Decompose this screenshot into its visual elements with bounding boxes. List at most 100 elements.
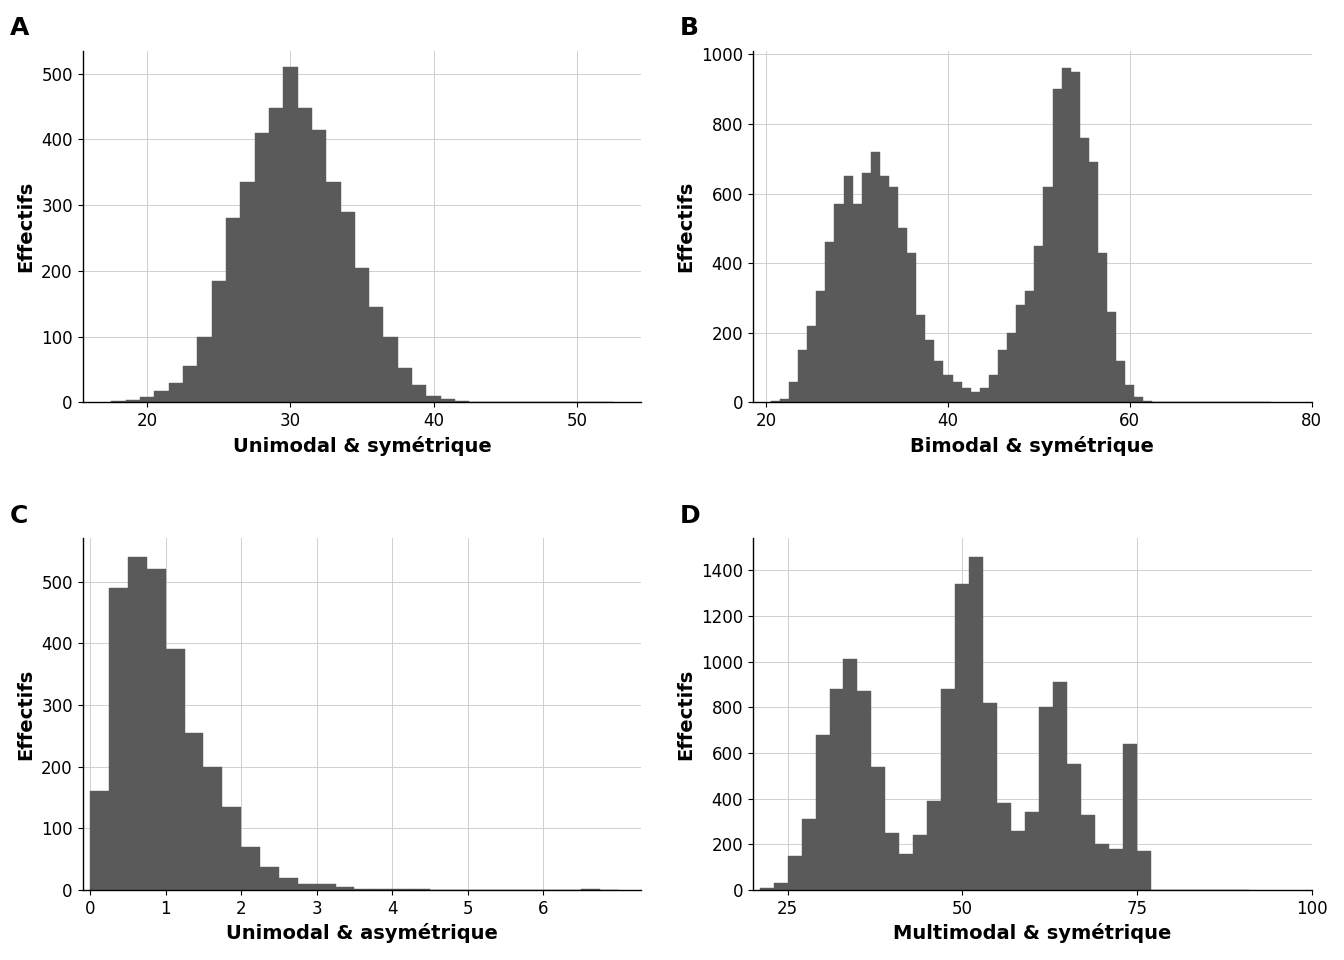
- Bar: [969, 557, 984, 890]
- Bar: [898, 228, 907, 402]
- Bar: [857, 691, 871, 890]
- Bar: [183, 367, 198, 402]
- Bar: [771, 400, 780, 402]
- Bar: [383, 337, 398, 402]
- Bar: [1079, 138, 1089, 402]
- Bar: [259, 867, 280, 890]
- Bar: [1043, 186, 1052, 402]
- Bar: [1052, 89, 1062, 402]
- Bar: [155, 391, 168, 402]
- Bar: [871, 767, 886, 890]
- Bar: [1035, 246, 1043, 402]
- Bar: [198, 337, 211, 402]
- Bar: [1039, 708, 1054, 890]
- Bar: [789, 381, 798, 402]
- Bar: [1089, 162, 1098, 402]
- Bar: [269, 108, 284, 402]
- Bar: [1054, 683, 1067, 890]
- Bar: [128, 557, 146, 890]
- Bar: [222, 806, 241, 890]
- Bar: [999, 350, 1007, 402]
- Y-axis label: Effectifs: Effectifs: [676, 180, 695, 273]
- Bar: [934, 361, 943, 402]
- Bar: [780, 399, 789, 402]
- Bar: [925, 340, 934, 402]
- Bar: [956, 584, 969, 890]
- Bar: [829, 689, 844, 890]
- Bar: [844, 176, 852, 402]
- Bar: [927, 801, 941, 890]
- Bar: [899, 853, 914, 890]
- Bar: [241, 847, 259, 890]
- Y-axis label: Effectifs: Effectifs: [16, 180, 36, 273]
- Bar: [456, 401, 469, 402]
- Bar: [835, 204, 844, 402]
- Bar: [886, 833, 899, 890]
- Bar: [962, 389, 970, 402]
- Text: A: A: [9, 16, 30, 40]
- Bar: [808, 325, 816, 402]
- Bar: [297, 108, 312, 402]
- Bar: [1081, 815, 1095, 890]
- Bar: [1025, 291, 1035, 402]
- Bar: [241, 182, 254, 402]
- Bar: [941, 689, 956, 890]
- Bar: [1071, 72, 1079, 402]
- Bar: [970, 392, 980, 402]
- Bar: [1122, 744, 1137, 890]
- Bar: [888, 186, 898, 402]
- Bar: [1095, 845, 1109, 890]
- Bar: [112, 401, 125, 402]
- Bar: [1098, 252, 1107, 402]
- Bar: [146, 569, 165, 890]
- Bar: [168, 383, 183, 402]
- Bar: [1062, 68, 1071, 402]
- Text: D: D: [680, 504, 700, 528]
- Bar: [165, 649, 184, 890]
- Bar: [989, 374, 999, 402]
- X-axis label: Unimodal & asymétrique: Unimodal & asymétrique: [226, 924, 497, 944]
- Bar: [226, 218, 241, 402]
- Bar: [816, 734, 829, 890]
- Bar: [1007, 333, 1016, 402]
- Bar: [340, 212, 355, 402]
- Y-axis label: Effectifs: Effectifs: [676, 668, 695, 760]
- Bar: [298, 884, 317, 890]
- Bar: [317, 884, 336, 890]
- Bar: [1109, 849, 1122, 890]
- Bar: [441, 399, 456, 402]
- Bar: [203, 767, 222, 890]
- Bar: [1137, 852, 1150, 890]
- Bar: [801, 819, 816, 890]
- Bar: [953, 381, 962, 402]
- Bar: [914, 835, 927, 890]
- Bar: [917, 316, 925, 402]
- Bar: [759, 888, 774, 890]
- Bar: [254, 132, 269, 402]
- Bar: [907, 252, 917, 402]
- Bar: [825, 242, 835, 402]
- Text: B: B: [680, 16, 699, 40]
- X-axis label: Multimodal & symétrique: Multimodal & symétrique: [892, 924, 1171, 944]
- Bar: [774, 883, 788, 890]
- Bar: [984, 703, 997, 890]
- X-axis label: Bimodal & symétrique: Bimodal & symétrique: [910, 436, 1154, 456]
- Bar: [1107, 312, 1116, 402]
- Bar: [844, 660, 857, 890]
- Bar: [880, 176, 888, 402]
- Bar: [862, 173, 871, 402]
- Bar: [852, 204, 862, 402]
- Bar: [140, 397, 155, 402]
- Bar: [90, 791, 109, 890]
- Bar: [398, 369, 413, 402]
- Bar: [1144, 400, 1153, 402]
- Bar: [943, 374, 953, 402]
- Bar: [871, 152, 880, 402]
- Bar: [312, 130, 327, 402]
- Bar: [997, 804, 1011, 890]
- Bar: [1134, 397, 1144, 402]
- X-axis label: Unimodal & symétrique: Unimodal & symétrique: [233, 436, 492, 456]
- Bar: [284, 67, 297, 402]
- Bar: [1116, 361, 1125, 402]
- Bar: [1067, 764, 1081, 890]
